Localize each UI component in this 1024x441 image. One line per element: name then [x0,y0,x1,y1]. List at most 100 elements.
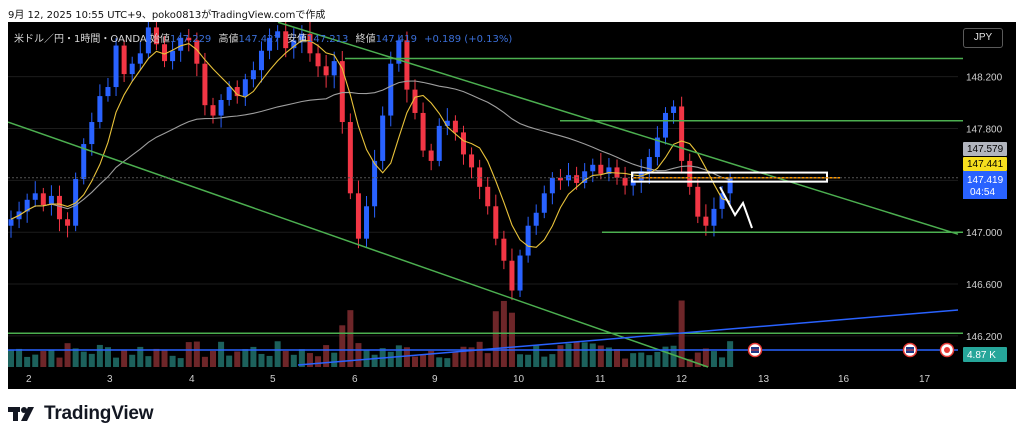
time-axis-label: 12 [676,374,688,385]
candle-body [291,40,297,49]
time-axis-label: 11 [595,374,606,385]
candle-body [679,106,685,161]
volume-bar [662,346,669,367]
volume-bar [573,341,580,367]
volume-bar [331,352,338,367]
candle-body [113,45,119,88]
currency-button[interactable]: JPY [963,28,1003,48]
volume-bar [24,356,31,367]
candle-body [501,238,507,261]
volume-bar [387,351,394,367]
candle-body [210,105,216,116]
volume-bar [210,351,216,367]
legend-low-value: 147.213 [307,34,349,45]
candle-body [460,132,466,155]
volume-bar [549,354,556,367]
volume-bar [96,344,103,367]
volume-bar [234,351,241,367]
volume-bar [468,347,475,367]
candle-body [170,50,176,62]
candle-body [275,31,281,38]
volume-bar [533,345,540,367]
volume-bar [242,349,249,367]
ma-fast-price-tag-bg [963,157,1007,171]
volume-bar [282,350,289,367]
candle-body [178,37,184,51]
candle-body [598,164,604,174]
volume-bar [8,350,14,367]
legend-high-label: 高値 [218,34,239,45]
volume-bar [581,342,588,367]
ma-slow-price-tag-bg [963,142,1007,156]
volume-bar [161,350,168,367]
candle-body [226,87,232,100]
volume-bar [201,356,208,367]
candle-body [533,212,539,226]
volume-bar [226,355,233,367]
price-axis-label: 147.800 [966,125,1003,136]
candle-body [81,144,87,180]
candle-body [590,164,596,172]
price-chart[interactable]: 148.200147.800147.400147.000146.600146.2… [8,22,1016,389]
candle-body [582,171,588,183]
candle-body [428,150,434,161]
candle-body [574,175,580,183]
volume-bar [306,353,313,367]
volume-bar [371,354,378,367]
candle-body [671,106,677,113]
time-axis-label: 16 [838,374,850,385]
candle-body [525,225,531,256]
volume-bar [218,341,225,367]
chart-panel[interactable]: 148.200147.800147.400147.000146.600146.2… [8,22,1016,389]
candle-body [129,63,135,75]
tradingview-brand: TradingView [8,402,154,426]
volume-bar [250,346,257,367]
volume-bar [476,341,483,367]
legend-close-label: 終値 [355,34,376,45]
candle-body [727,177,733,194]
ma-slow-price-tag: 147.579 [967,144,1004,155]
volume-bar [670,345,677,367]
candle-body [137,53,143,64]
candle-body [24,199,30,212]
candle-body [315,53,321,67]
volume-bar [185,342,192,367]
volume-bar [315,356,322,367]
volume-bar [630,353,637,367]
countdown-tag: 04:54 [970,187,995,198]
candle-body [477,167,483,187]
volume-bar [605,347,612,367]
candle-body [162,44,168,62]
volume-bar [145,356,152,367]
candle-body [420,112,426,151]
candle-body [372,160,378,207]
candle-body [541,193,547,213]
candle-body [339,61,345,123]
volume-bar [492,311,499,367]
last-price-tag-bg [963,171,1007,199]
legend-close-value: 147.419 [375,34,417,45]
candle-body [711,208,717,226]
candle-body [267,37,273,51]
volume-bar [614,349,620,367]
volume-bar [274,341,281,367]
candle-body [283,31,289,49]
volume-bar [525,354,532,367]
time-axis-label: 10 [513,374,525,385]
candle-body [549,177,555,194]
candle-body [654,137,660,158]
tradingview-wordmark: TradingView [44,403,154,424]
volume-bar [460,346,467,367]
legend-change: +0.189 (+0.13%) [424,34,513,45]
volume-bar [436,357,443,367]
candle-body [388,63,394,116]
ma-slow-line [10,80,731,220]
volume-bar [290,354,297,367]
volume-bar [137,346,144,367]
volume-bar [702,348,709,367]
candle-body [202,63,208,106]
volume-bar [686,358,693,367]
candle-body [662,112,668,138]
symbol-legend: 米ドル／円・1時間・OANDA 始値147.229 高値147.427 安値14… [14,30,516,45]
candle-body [364,206,370,239]
